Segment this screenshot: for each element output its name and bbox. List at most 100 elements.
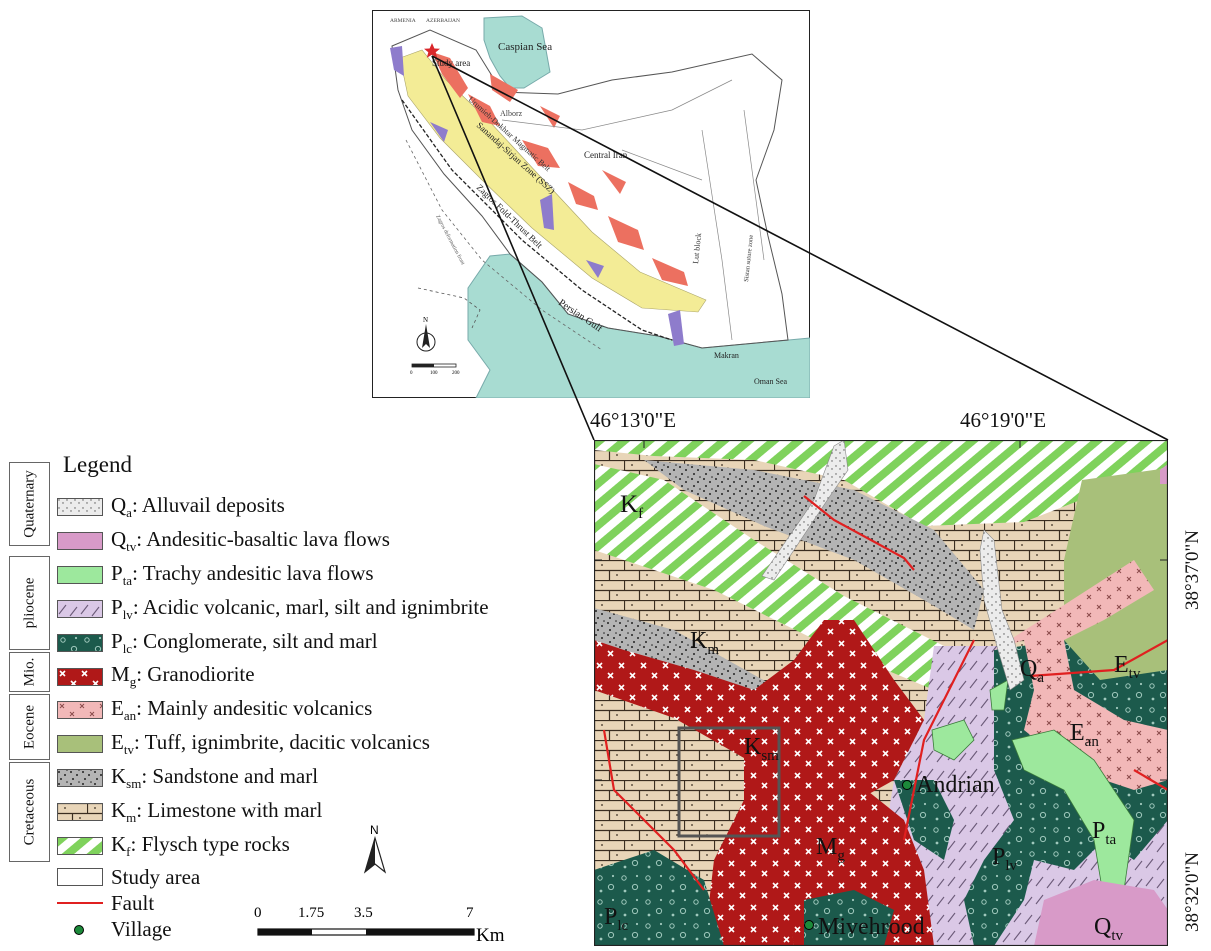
km-swatch (57, 803, 103, 822)
plc-swatch (57, 633, 103, 652)
village-andrian (902, 780, 912, 790)
legend-village-label: Village (111, 916, 172, 941)
legend-item-kf: Kf: Flysch type rocks (57, 832, 290, 859)
label-caspian: Caspian Sea (498, 41, 552, 53)
legend-item-mg-label: Mg: Granodiorite (111, 662, 255, 690)
legend-item-ean-label: Ean: Mainly andesitic volcanics (111, 696, 373, 724)
scale-bar: 0 1.75 3.5 7 Km (254, 905, 505, 945)
coord-top-left: 46°13'0"E (590, 408, 677, 432)
map-label-kf: Kf (620, 491, 643, 522)
scale-unit: Km (476, 925, 505, 945)
legend-village: Village (57, 916, 172, 942)
unit-pta-patch2 (989, 679, 1009, 711)
inset-map-iran: ARMENIA AZERBAIJAN Caspian Sea Study are… (372, 10, 810, 398)
legend-item-plc-label: Plc: Conglomerate, silt and marl (111, 628, 378, 656)
scale-tick-1: 1.75 (298, 905, 324, 921)
map-label-etv: Etv (1114, 652, 1141, 682)
legend-item-plc: Plc: Conglomerate, silt and marl (57, 628, 378, 656)
label-azerbaijan: AZERBAIJAN (426, 18, 460, 24)
legend-item-pta-label: Pta: Trachy andesitic lava flows (111, 560, 374, 588)
coord-right-bottom: 38°32'0"N (1182, 852, 1203, 932)
study-area-star (424, 43, 440, 58)
village-swatch (57, 920, 103, 938)
fault-4 (602, 729, 705, 891)
legend-study-area: Study area (57, 864, 200, 890)
qa-swatch (57, 498, 103, 516)
coord-right-top: 38°37'0"N (1182, 530, 1203, 610)
era-eocene-label: Eocene (21, 704, 37, 750)
legend-item-etv-label: Etv: Tuff, ignimbrite, dacitic volcanics (111, 730, 430, 758)
legend-fault-label: Fault (111, 890, 155, 915)
map-label-qa: Qa (1020, 656, 1044, 686)
inset-scale-0: 0 (410, 371, 413, 376)
map-label-andrian: Andrian (916, 772, 995, 798)
era-miocene-label: Mio. (21, 657, 37, 687)
legend-item-qa-label: Qa: Alluvail deposits (111, 492, 285, 521)
legend-study-area-label: Study area (111, 864, 201, 889)
fault-5 (1133, 769, 1168, 791)
fault-swatch (57, 894, 103, 912)
map-label-qtv: Qtv (1094, 914, 1124, 944)
geological-map: Kf Km Ksm Qa Etv Ean Pta Plv Mg Plc Qtv … (594, 440, 1168, 946)
era-cretaceous: Cretaceous (9, 762, 50, 862)
inset-north-label: N (423, 316, 428, 324)
unit-pta-patch (931, 719, 975, 761)
village-mivehrood (804, 920, 814, 930)
label-alborz: Alborz (500, 109, 523, 118)
era-pliocene-label: pliocene (21, 577, 37, 629)
qtv-swatch (57, 531, 103, 550)
map-label-ean: Ean (1070, 720, 1099, 750)
unit-kf-top (594, 440, 1168, 526)
north-label: N (370, 823, 379, 837)
unit-qa-main (979, 529, 1025, 691)
era-miocene: Mio. (9, 652, 50, 692)
legend-fault: Fault (57, 890, 154, 916)
legend-item-plv: Plv: Acidic volcanic, marl, silt and ign… (57, 594, 489, 622)
study-area-box (677, 726, 781, 838)
map-label-ksm: Ksm (744, 734, 779, 764)
label-central-iran: Central Iran (584, 150, 628, 160)
label-oman: Oman Sea (754, 377, 788, 386)
map-label-mivehrood: Mivehrood (818, 914, 925, 940)
era-pliocene: pliocene (9, 556, 50, 650)
era-quaternary-label: Quaternary (21, 470, 37, 538)
legend-item-qtv-label: Qtv: Andesitic-basaltic lava flows (111, 526, 390, 554)
legend-item-ksm: Ksm: Sandstone and marl (57, 764, 319, 792)
etv-swatch (57, 735, 103, 754)
inset-scale-100: 100 (430, 371, 438, 376)
scale-tick-0: 0 (254, 905, 262, 921)
faults (602, 495, 1168, 891)
era-eocene: Eocene (9, 694, 50, 760)
study-area-swatch (57, 868, 103, 886)
mg-swatch (57, 667, 103, 686)
ksm-swatch (57, 769, 103, 788)
fault-1 (803, 495, 915, 571)
label-makran: Makran (714, 351, 739, 360)
legend-item-plv-label: Plv: Acidic volcanic, marl, silt and ign… (111, 594, 489, 622)
era-quaternary: Quaternary (9, 462, 50, 546)
label-armenia: ARMENIA (390, 18, 416, 24)
unit-qtv-south (1034, 880, 1168, 946)
legend-item-ksm-label: Ksm: Sandstone and marl (111, 764, 319, 792)
legend-title: Legend (63, 452, 132, 477)
legend-item-qtv: Qtv: Andesitic-basaltic lava flows (57, 526, 390, 554)
map-label-pta: Pta (1092, 818, 1117, 848)
map-label-plv: Plv (992, 844, 1018, 874)
map-label-mg: Mg (816, 834, 845, 864)
coord-top-right: 46°19'0"E (960, 408, 1047, 432)
fault-3 (1029, 639, 1168, 678)
north-arrow-icon: N (363, 823, 387, 874)
label-study-area: Study area (432, 58, 470, 68)
unit-mg (594, 620, 924, 946)
unit-kf-left (594, 464, 974, 690)
unit-qtv-corner (1160, 464, 1168, 484)
legend-item-qa: Qa: Alluvail deposits (57, 492, 285, 521)
legend-item-pta: Pta: Trachy andesitic lava flows (57, 560, 374, 588)
plv-swatch (57, 599, 103, 618)
legend-item-km: Km: Limestone with marl (57, 798, 322, 825)
map-ticks (594, 440, 1168, 781)
fault-2 (902, 639, 975, 841)
scale-tick-2: 3.5 (354, 905, 373, 921)
era-cretaceous-label: Cretaceous (21, 778, 37, 846)
map-label-plc: Plc (604, 904, 629, 934)
